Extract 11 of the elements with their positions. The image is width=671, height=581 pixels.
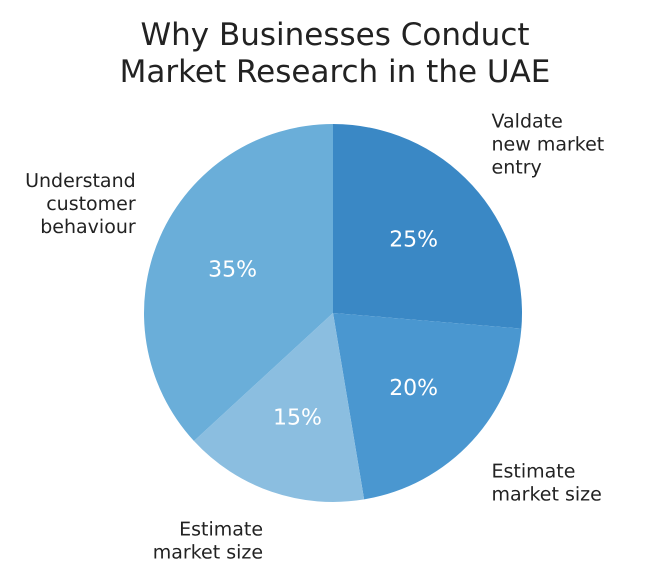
slice-label: Estimate market size [152, 518, 264, 564]
pie-slice [144, 124, 333, 442]
chart-title: Why Businesses Conduct Market Research in the UAE [120, 17, 550, 90]
data-label: 20% [389, 376, 438, 401]
data-label: 15% [272, 405, 322, 430]
slice-label: Understand customer behaviour [25, 170, 136, 238]
pie-slice [194, 313, 364, 502]
slice-label: Valdate new market entry [492, 110, 604, 179]
data-label: 25% [389, 227, 438, 252]
slice-label: Estimate market size [492, 460, 602, 506]
data-label: 35% [208, 258, 258, 283]
